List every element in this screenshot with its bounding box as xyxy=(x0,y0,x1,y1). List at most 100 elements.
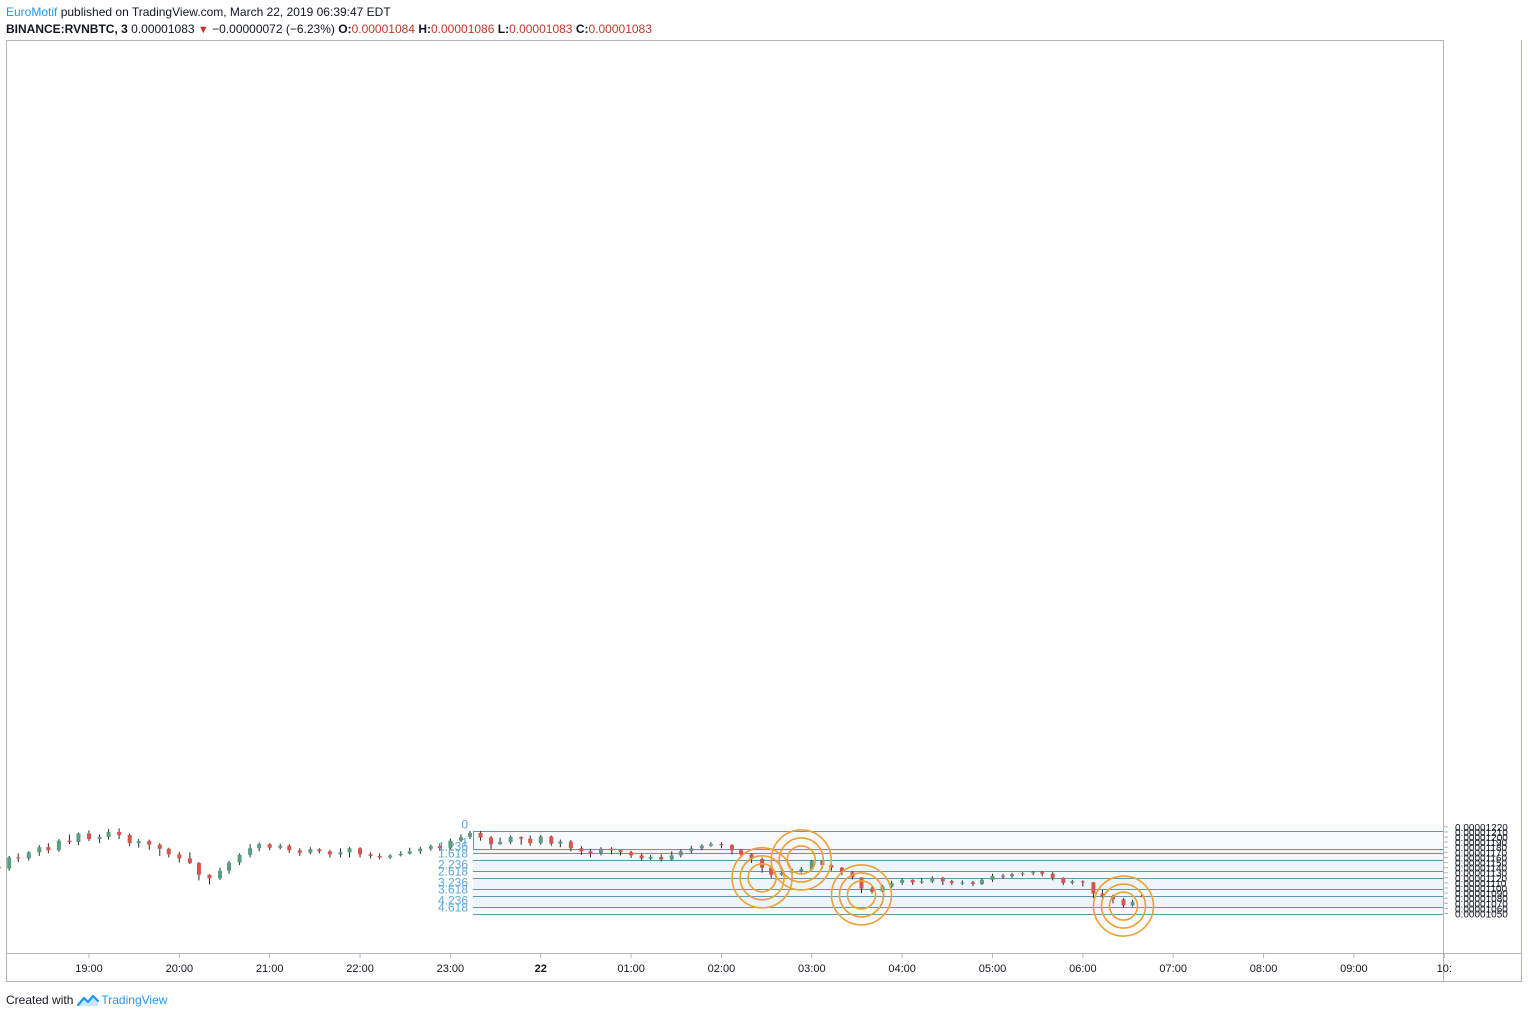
candle-body xyxy=(377,855,382,858)
candle-body xyxy=(187,858,192,864)
price-tick-label: 0.00001090 xyxy=(1455,889,1508,900)
candle-body xyxy=(629,852,634,856)
candle-body xyxy=(287,845,292,851)
candle-body xyxy=(508,837,513,843)
price-change: −0.00000072 (−6.23%) xyxy=(212,22,335,36)
fib-level-label: 1 xyxy=(461,836,468,850)
candle-body xyxy=(97,837,102,840)
candle-body xyxy=(568,841,573,849)
candle-body xyxy=(338,852,343,855)
created-with-text: Created with xyxy=(6,993,74,1007)
plot-frame xyxy=(6,40,1444,954)
target-ring xyxy=(786,845,817,875)
fib-band xyxy=(473,888,1443,896)
fib-extension[interactable]: 0 11.2361.6182.2362.6183.2363.6184.2364.6… xyxy=(438,818,1443,915)
candle-body xyxy=(207,874,212,879)
candle-body xyxy=(1080,881,1085,883)
open-value: 0.00001084 xyxy=(351,22,415,36)
target-ring xyxy=(1092,875,1155,937)
fib-level-label: 1.236 xyxy=(438,840,468,854)
candle-body xyxy=(870,888,875,892)
tradingview-brand[interactable]: TradingView xyxy=(101,993,168,1007)
target-ring xyxy=(731,847,793,909)
candle-body xyxy=(940,877,945,882)
price-tick-label: 0.00001170 xyxy=(1455,848,1508,859)
candle-body xyxy=(437,846,442,849)
candle-body xyxy=(1100,893,1105,897)
time-tick-label: 09:00 xyxy=(1340,963,1368,975)
time-tick-label: 10: xyxy=(1437,963,1452,975)
candle-body xyxy=(609,848,614,851)
time-tick-label: 02:00 xyxy=(708,963,736,975)
fib-band xyxy=(473,877,1443,889)
time-tick-label: 04:00 xyxy=(888,963,916,975)
time-tick-label: 07:00 xyxy=(1159,963,1187,975)
candle-body xyxy=(598,848,603,854)
candle-body xyxy=(37,847,42,853)
fib-level-label: 0 xyxy=(461,818,468,832)
candle-body xyxy=(1001,875,1006,877)
candle-body xyxy=(618,850,623,853)
candle-body xyxy=(1031,872,1036,874)
candle-body xyxy=(267,844,272,848)
candle-body xyxy=(428,846,433,849)
close-label: C: xyxy=(575,22,589,36)
candle-body xyxy=(56,840,61,851)
target-ring xyxy=(838,872,885,918)
fib-band xyxy=(473,870,1443,878)
candle-body xyxy=(960,882,965,884)
candle-body xyxy=(136,841,141,844)
candle-body xyxy=(0,866,1,869)
fib-band xyxy=(473,848,1443,853)
candle-body xyxy=(478,832,483,838)
candle-body xyxy=(919,881,924,883)
ohlc-line: BINANCE:RVNBTC, 3 0.00001083 ▼ −0.000000… xyxy=(6,21,652,39)
fib-level-label: 2.236 xyxy=(438,858,468,872)
time-tick-label: 20:00 xyxy=(166,963,194,975)
candle-body xyxy=(87,833,91,840)
candle-body xyxy=(218,870,223,879)
price-tick-label: 0.00001140 xyxy=(1455,864,1508,875)
fib-level-label: 4.618 xyxy=(438,901,468,915)
time-tick-label: 21:00 xyxy=(256,963,284,975)
candle-body xyxy=(900,879,905,883)
candle-body xyxy=(889,882,894,887)
candle-body xyxy=(558,841,563,844)
fib-level-label: 4.236 xyxy=(438,894,468,908)
fib-band xyxy=(473,895,1443,907)
time-tick-label: 05:00 xyxy=(979,963,1007,975)
price-tick-label: 0.00001200 xyxy=(1455,833,1508,844)
time-axis[interactable]: 19:00 20:00 21:00 22:00 23:00 22 01:00 02:00 03:… xyxy=(75,954,1452,975)
symbol-label[interactable]: BINANCE:RVNBTC, 3 xyxy=(6,22,128,36)
price-tick-label: 0.00001060 xyxy=(1455,904,1508,915)
fib-level-label: 1.618 xyxy=(438,847,468,861)
candle-body xyxy=(467,832,472,838)
candle-body xyxy=(358,848,363,855)
candle-body xyxy=(248,848,253,855)
candle-body xyxy=(418,848,423,852)
price-tick-label: 0.00001160 xyxy=(1455,853,1508,864)
candle-body xyxy=(639,855,644,859)
fib-band xyxy=(473,830,1443,849)
fib-level-label: 3.236 xyxy=(438,876,468,890)
candle-body xyxy=(1070,881,1075,883)
price-tick-label: 0.00001210 xyxy=(1455,828,1508,839)
author-link[interactable]: EuroMotif xyxy=(6,5,58,19)
candle-body xyxy=(368,854,373,856)
candle-body xyxy=(458,837,463,841)
open-label: O: xyxy=(338,22,352,36)
candle-body xyxy=(859,877,864,889)
price-axis[interactable]: 0.000010500.000010600.000010700.00001080… xyxy=(1443,823,1508,921)
candle-body xyxy=(177,854,182,859)
close-value: 0.00001083 xyxy=(588,22,652,36)
price-tick-label: 0.00001130 xyxy=(1455,869,1508,880)
target-circles xyxy=(731,829,1155,937)
time-tick-label: 22:00 xyxy=(346,963,374,975)
footer: Created with TradingView xyxy=(6,991,167,1009)
candle-body xyxy=(1010,874,1015,877)
candle-body xyxy=(257,844,262,849)
candle-body xyxy=(799,869,804,872)
candle-body xyxy=(979,879,984,884)
candle-body xyxy=(1050,873,1055,878)
